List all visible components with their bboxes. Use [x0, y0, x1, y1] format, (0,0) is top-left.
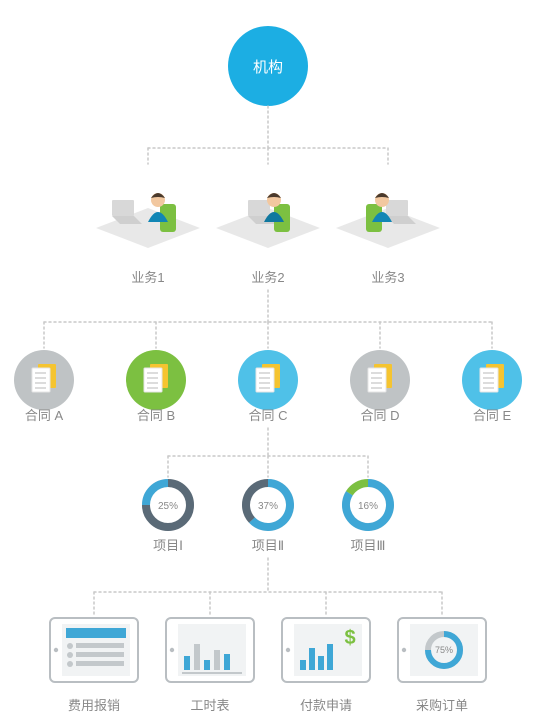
contract-label: 合同 D	[360, 408, 399, 423]
project-label: 项目Ⅲ	[351, 538, 386, 553]
business-node-1	[96, 193, 200, 248]
document-label: 费用报销	[68, 698, 120, 713]
project-label: 项目Ⅰ	[153, 538, 183, 553]
project-node-0: 25%	[146, 483, 190, 527]
project-node-2: 16%	[346, 483, 390, 527]
document-icon	[480, 364, 504, 392]
contract-label: 合同 A	[25, 408, 64, 423]
document-icon	[144, 364, 168, 392]
document-node-2: $	[282, 618, 370, 682]
document-icon	[368, 364, 392, 392]
project-percent: 16%	[358, 501, 378, 512]
business-label: 业务1	[131, 270, 164, 285]
document-node-3: 75%	[398, 618, 486, 682]
document-label: 工时表	[190, 698, 229, 713]
project-percent: 37%	[258, 501, 278, 512]
document-icon	[32, 364, 56, 392]
project-percent: 25%	[158, 501, 178, 512]
contract-label: 合同 E	[473, 408, 512, 423]
project-node-1: 37%	[246, 483, 290, 527]
document-label: 付款申请	[300, 698, 352, 713]
business-label: 业务2	[251, 270, 284, 285]
root-label: 机构	[253, 59, 283, 76]
dollar-icon: $	[344, 627, 355, 649]
business-label: 业务3	[371, 270, 404, 285]
donut-percent: 75%	[435, 645, 453, 655]
contract-label: 合同 C	[248, 408, 287, 423]
document-node-1	[166, 618, 254, 682]
document-icon	[256, 364, 280, 392]
business-node-2	[216, 193, 320, 248]
org-tree-diagram: 机构业务1 业务2 业务3 合同 A 合同 B 合同 C 合同 D 合同 E 25% 项目Ⅰ 37%…	[0, 0, 537, 727]
project-label: 项目Ⅱ	[252, 538, 284, 553]
business-node-3	[336, 193, 440, 248]
document-label: 采购订单	[416, 698, 468, 713]
document-node-0	[50, 618, 138, 682]
contract-label: 合同 B	[137, 408, 175, 423]
